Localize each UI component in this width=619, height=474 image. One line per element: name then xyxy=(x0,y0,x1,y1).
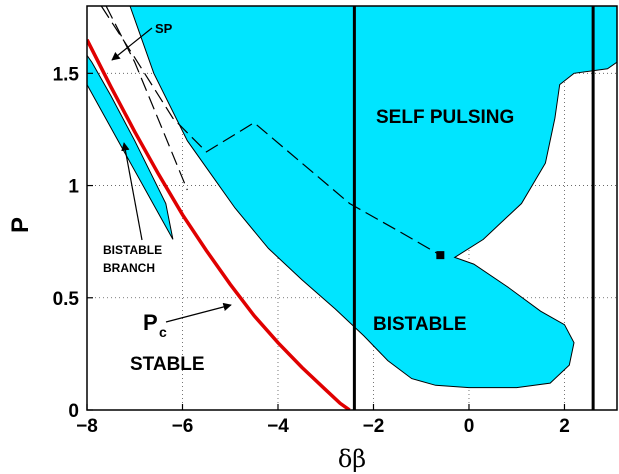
y-ticks: 0 0.5 1 1.5 xyxy=(53,64,93,422)
y-tick-label: 1.5 xyxy=(53,64,80,85)
y-tick-label: 0.5 xyxy=(53,289,80,310)
x-axis-label: δβ xyxy=(338,445,366,473)
annotation-bistable: BISTABLE xyxy=(373,314,467,335)
y-tick-label: 0 xyxy=(68,401,79,422)
annotation-pc-subscript: c xyxy=(159,324,167,340)
x-ticks: −8 −6 −4 −2 0 2 xyxy=(76,404,570,437)
x-tick-label: −6 xyxy=(172,416,194,437)
annotation-stable: STABLE xyxy=(130,354,205,375)
annotation-pc: P xyxy=(143,310,158,335)
y-tick-label: 1 xyxy=(68,177,79,198)
x-tick-label: −4 xyxy=(267,416,289,437)
pc-arrow xyxy=(165,302,232,323)
y-axis-label: P xyxy=(7,217,34,233)
annotation-sp: SP xyxy=(155,21,173,36)
dashed-curve xyxy=(100,6,441,256)
marker-point xyxy=(436,251,445,260)
annotation-bistable-branch-line2: BRANCH xyxy=(103,261,155,275)
bistable-branch-arrow xyxy=(121,142,143,241)
main-region-fill xyxy=(129,6,617,389)
x-tick-label: 0 xyxy=(464,416,475,437)
annotation-self-pulsing: SELF PULSING xyxy=(376,107,514,128)
x-tick-label: 2 xyxy=(559,416,570,437)
annotation-bistable-branch-line1: BISTABLE xyxy=(103,243,162,257)
pc-curve xyxy=(87,38,351,410)
x-tick-label: −8 xyxy=(76,416,98,437)
plot-frame xyxy=(86,5,618,411)
bistable-branch-region-fill xyxy=(87,54,174,240)
x-tick-label: −2 xyxy=(363,416,385,437)
sp-curve xyxy=(105,6,188,191)
sp-arrow xyxy=(111,27,153,61)
